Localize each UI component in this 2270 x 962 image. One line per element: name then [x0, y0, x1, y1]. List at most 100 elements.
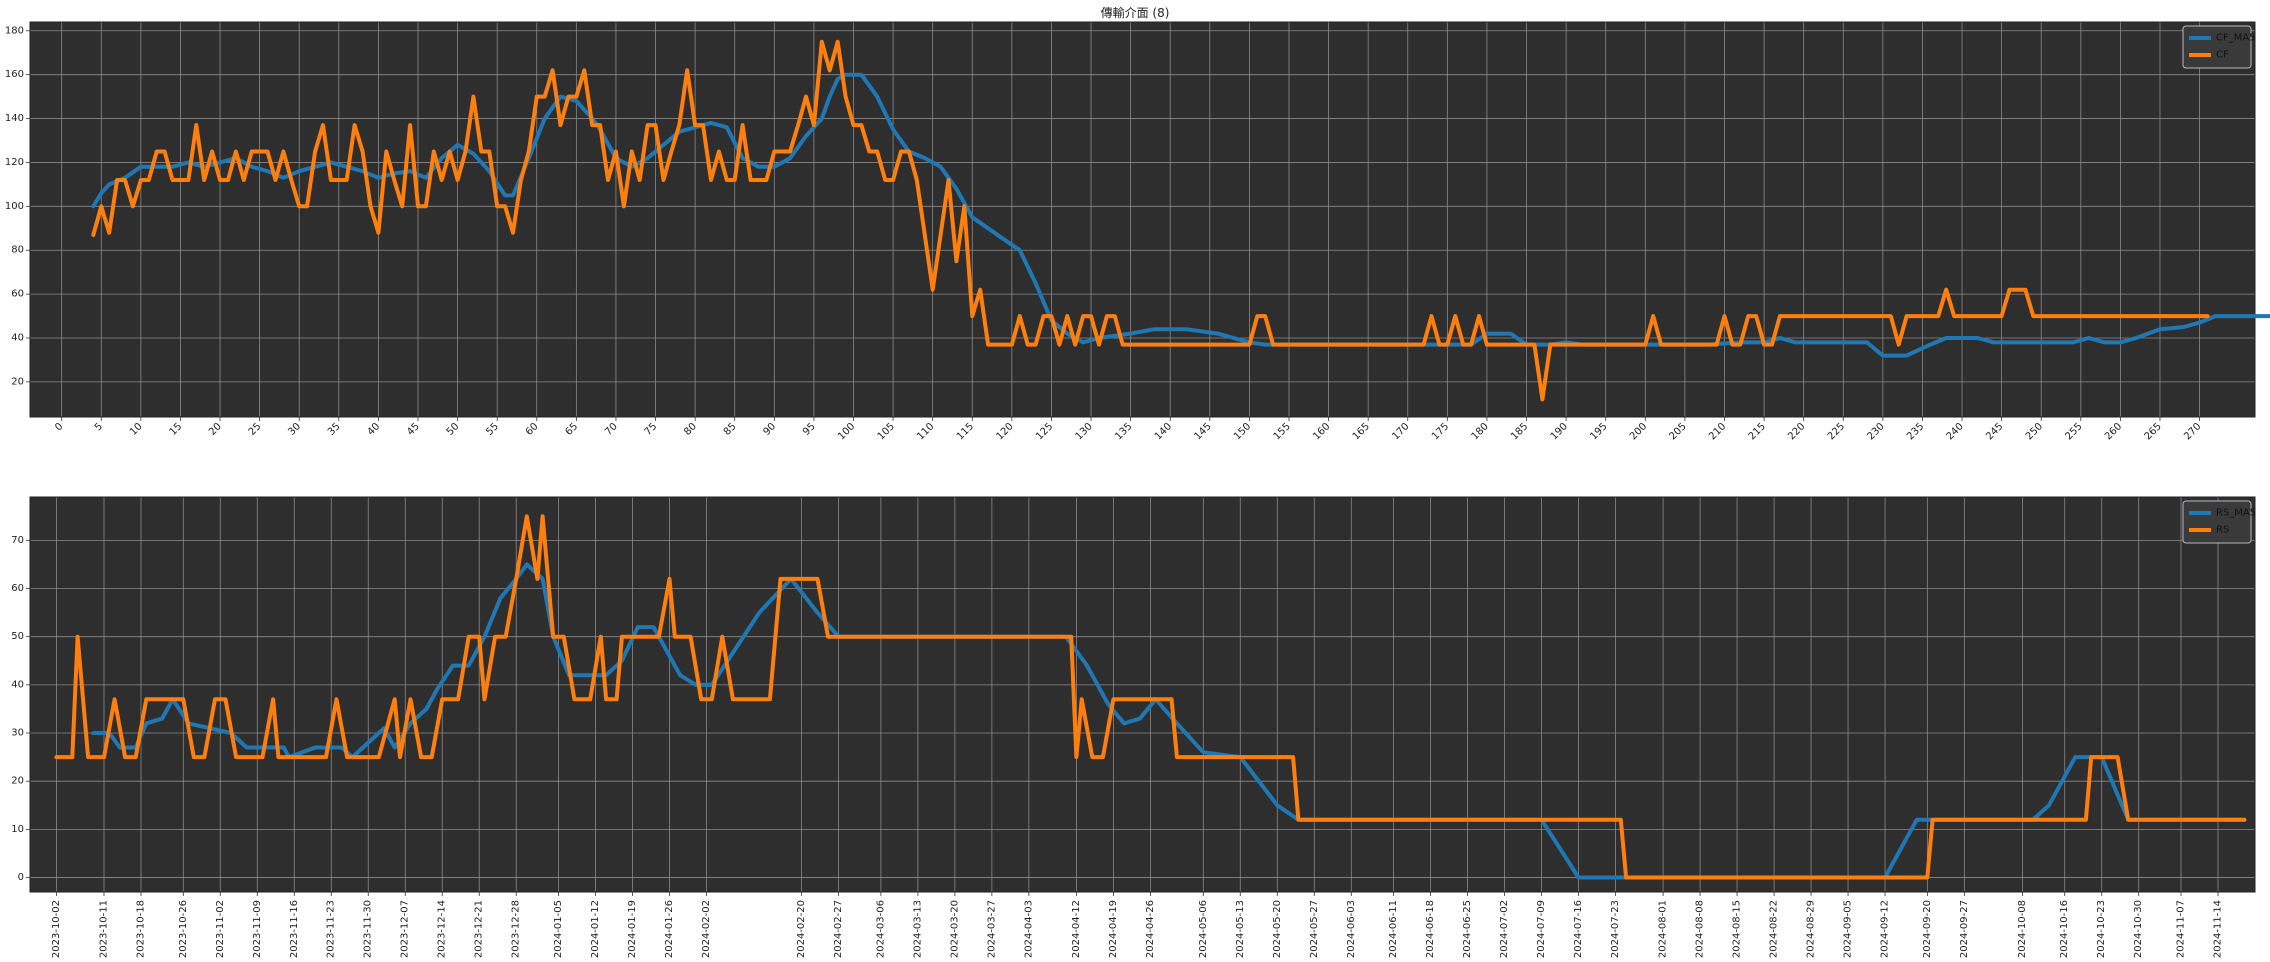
x-tick-label: 270 — [2182, 421, 2203, 442]
plot-background — [30, 497, 2255, 892]
x-tick-label: 85 — [722, 421, 739, 438]
x-tick-label: 25 — [247, 421, 264, 438]
legend: CF_MA5 CF — [2182, 25, 2256, 69]
plot-background — [30, 22, 2255, 417]
legend-label: CF — [2216, 50, 2229, 61]
x-tick-label: 2024-08-29 — [1806, 900, 1817, 958]
y-tick-label: 140 — [5, 113, 24, 124]
x-tick-label: 2024-06-25 — [1462, 900, 1473, 958]
x-tick-label: 2024-08-15 — [1732, 900, 1743, 958]
x-tick-label: 2024-09-05 — [1843, 900, 1854, 958]
x-tick-label: 2023-11-23 — [326, 900, 337, 958]
x-tick-label: 70 — [603, 421, 620, 438]
page-title: 傳輸介面 (8) — [1100, 6, 1170, 20]
x-tick-label: 230 — [1865, 421, 1886, 442]
x-tick-label: 2023-11-02 — [215, 900, 226, 958]
x-tick-label: 2023-11-16 — [289, 900, 300, 958]
x-tick-label: 50 — [445, 421, 462, 438]
x-tick-label: 2023-12-21 — [474, 900, 485, 958]
series-line-rs — [54, 514, 2247, 880]
plot-frame — [29, 496, 2256, 893]
x-tick-label: 2023-10-18 — [135, 900, 146, 958]
x-tick-label: 2024-05-27 — [1309, 900, 1320, 958]
x-tick-label: 210 — [1707, 421, 1728, 442]
x-tick-label: 15 — [168, 421, 185, 438]
x-tick-label: 75 — [643, 421, 660, 438]
y-tick-label: 40 — [11, 679, 24, 690]
y-tick-label: 80 — [11, 245, 24, 256]
x-tick-label: 2024-11-07 — [2176, 900, 2187, 958]
x-tick-label: 2024-01-05 — [553, 900, 564, 958]
x-tick-label: 2024-06-11 — [1388, 900, 1399, 958]
x-tick-label: 20 — [207, 421, 224, 438]
x-tick-label: 2024-07-23 — [1610, 900, 1621, 958]
x-tick-label: 2024-05-20 — [1272, 900, 1283, 958]
x-tick-label: 2024-05-13 — [1235, 900, 1246, 958]
x-tick-label: 2024-05-06 — [1198, 900, 1209, 958]
x-tick-label: 150 — [1232, 421, 1253, 442]
x-tick-label: 250 — [2024, 421, 2045, 442]
legend-label: RS — [2216, 525, 2229, 536]
x-tick-label: 2023-10-26 — [178, 900, 189, 958]
x-tick-label: 2023-10-02 — [51, 900, 62, 958]
legend: RS_MA5 RS — [2182, 500, 2256, 544]
x-tick-label: 95 — [801, 421, 818, 438]
x-tick-label: 265 — [2143, 421, 2164, 442]
x-tick-label: 155 — [1272, 421, 1293, 442]
x-tick-label: 2024-01-26 — [664, 900, 675, 958]
y-tick-label: 20 — [11, 376, 24, 387]
chart-panel-1: 0 5 10 15 20 25 30 35 40 45 50 55 60 65 70 75 80 85 90 95 10… — [5, 21, 2270, 442]
x-tick-label: 2024-07-09 — [1536, 900, 1547, 958]
x-tick-label: 165 — [1351, 421, 1372, 442]
x-tick-label: 45 — [405, 421, 422, 438]
x-tick-label: 170 — [1390, 421, 1411, 442]
x-tick-label: 100 — [836, 421, 857, 442]
x-tick-label: 2023-12-14 — [437, 900, 448, 958]
x-tick-label: 65 — [563, 421, 580, 438]
x-tick-label: 2023-12-28 — [511, 900, 522, 958]
y-tick-label: 10 — [11, 824, 24, 835]
x-tick-label: 2023-12-07 — [400, 900, 411, 958]
x-tick-label: 2024-11-14 — [2213, 900, 2224, 958]
y-tick-label: 100 — [5, 201, 24, 212]
x-tick-label: 240 — [1945, 421, 1966, 442]
x-tick-label: 2024-10-08 — [2017, 900, 2028, 958]
legend-label: RS_MA5 — [2216, 508, 2256, 519]
x-tick-label: 2024-06-18 — [1425, 900, 1436, 958]
x-tick-label: 2024-08-01 — [1658, 900, 1669, 958]
x-tick-label: 115 — [955, 421, 976, 442]
y-tick-label: 0 — [18, 872, 24, 883]
x-tick-label: 195 — [1588, 421, 1609, 442]
x-tick-label: 160 — [1311, 421, 1332, 442]
x-tick-label: 140 — [1153, 421, 1174, 442]
y-tick-label: 70 — [11, 535, 24, 546]
chart-panel-2: 2023-10-02 2023-10-11 2023-10-18 2023-10-26… — [11, 496, 2256, 958]
x-tick-label: 2024-09-20 — [1922, 900, 1933, 958]
x-tick-label: 2024-04-26 — [1145, 900, 1156, 958]
x-tick-label: 2024-07-16 — [1573, 900, 1584, 958]
x-tick-label: 5 — [93, 421, 105, 433]
x-tick-label: 35 — [326, 421, 343, 438]
x-tick-label: 220 — [1786, 421, 1807, 442]
x-tick-label: 80 — [682, 421, 699, 438]
x-tick-label: 190 — [1549, 421, 1570, 442]
x-tick-label: 2024-04-03 — [1023, 900, 1034, 958]
x-tick-label: 2024-03-20 — [949, 900, 960, 958]
x-tick-label: 2024-10-16 — [2059, 900, 2070, 958]
x-tick-label: 130 — [1074, 421, 1095, 442]
series-line-cf — [91, 39, 2210, 402]
x-tick-label: 90 — [761, 421, 778, 438]
x-tick-label: 60 — [524, 421, 541, 438]
y-tick-label: 60 — [11, 289, 24, 300]
x-tick-label: 2024-09-12 — [1880, 900, 1891, 958]
x-tick-label: 120 — [994, 421, 1015, 442]
y-tick-label: 50 — [11, 631, 24, 642]
x-tick-label: 105 — [876, 421, 897, 442]
x-tick-label: 2024-04-19 — [1108, 900, 1119, 958]
x-tick-label: 55 — [484, 421, 501, 438]
y-tick-label: 180 — [5, 25, 24, 36]
x-tick-label: 2024-07-02 — [1499, 900, 1510, 958]
x-tick-label: 10 — [128, 421, 145, 438]
x-tick-label: 260 — [2103, 421, 2124, 442]
x-tick-label: 205 — [1668, 421, 1689, 442]
